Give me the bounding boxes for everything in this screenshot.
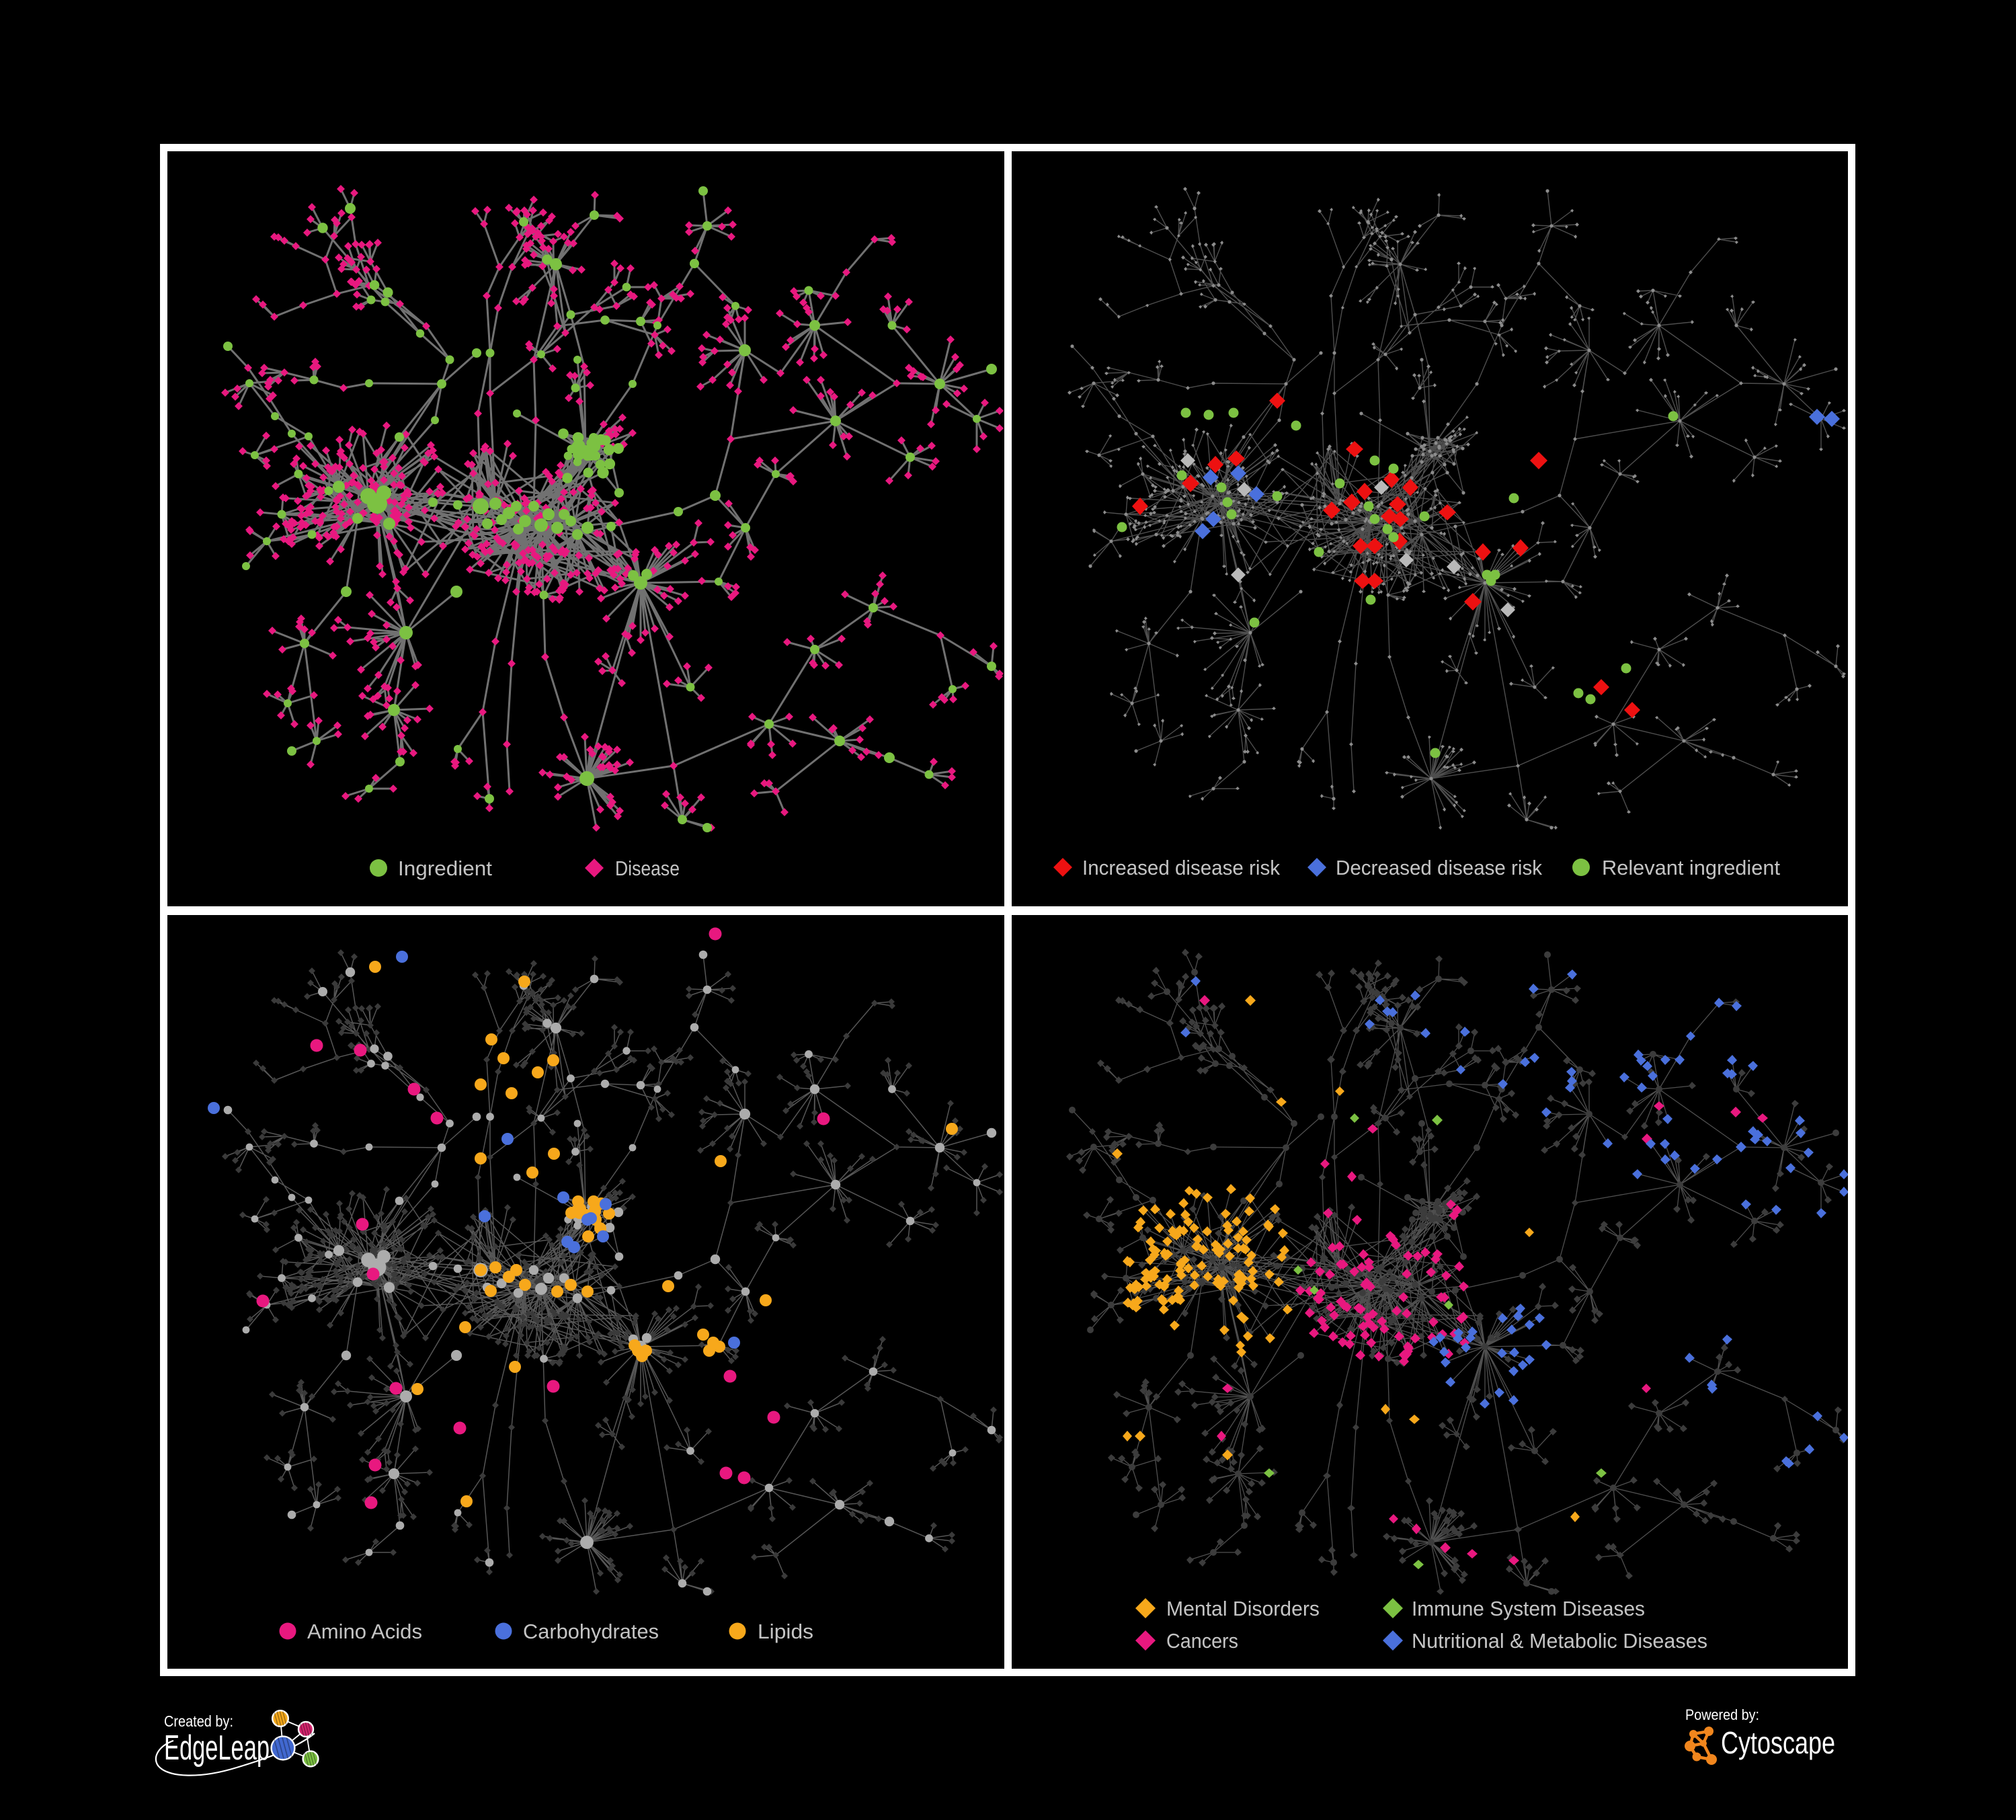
svg-text:Ingredient: Ingredient bbox=[398, 857, 492, 880]
svg-text:Decreased disease risk: Decreased disease risk bbox=[1336, 856, 1542, 879]
svg-text:Relevant ingredient: Relevant ingredient bbox=[1602, 856, 1780, 879]
svg-text:Increased disease risk: Increased disease risk bbox=[1082, 856, 1280, 879]
svg-text:Amino Acids: Amino Acids bbox=[307, 1620, 422, 1643]
svg-text:Lipids: Lipids bbox=[758, 1620, 813, 1643]
svg-text:Mental Disorders: Mental Disorders bbox=[1166, 1597, 1320, 1620]
svg-text:Nutritional & Metabolic Diseas: Nutritional & Metabolic Diseases bbox=[1412, 1629, 1707, 1653]
svg-text:EdgeLeap: EdgeLeap bbox=[164, 1729, 270, 1768]
svg-text:Cytoscape: Cytoscape bbox=[1721, 1725, 1835, 1760]
svg-text:Created by:: Created by: bbox=[164, 1712, 233, 1730]
svg-text:Cancers: Cancers bbox=[1166, 1629, 1238, 1653]
svg-text:Powered by:: Powered by: bbox=[1685, 1706, 1759, 1723]
svg-text:Disease: Disease bbox=[615, 857, 680, 880]
svg-text:Immune System Diseases: Immune System Diseases bbox=[1412, 1597, 1645, 1620]
svg-text:Carbohydrates: Carbohydrates bbox=[523, 1620, 659, 1643]
